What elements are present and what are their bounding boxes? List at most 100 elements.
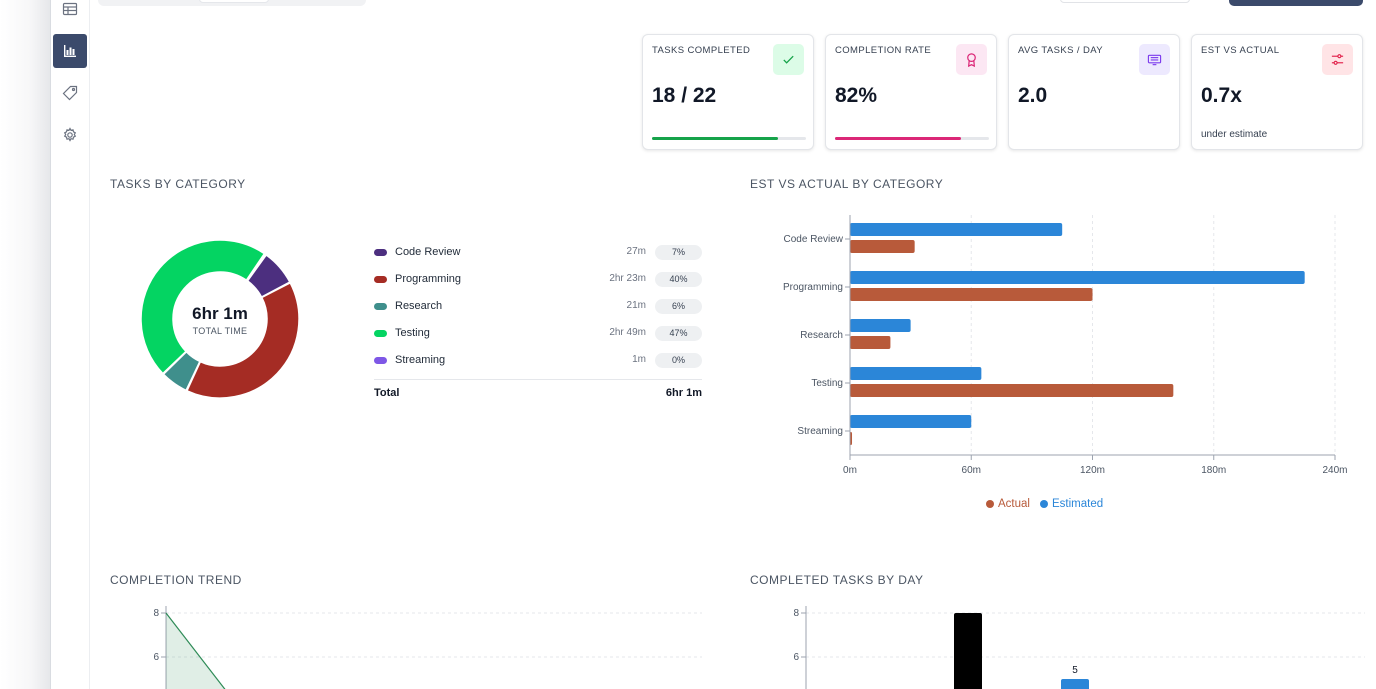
legend-swatch (374, 303, 387, 310)
donut-slice-programming[interactable] (185, 281, 300, 399)
bar-estimated[interactable] (850, 223, 1063, 236)
keyboard-icon (1139, 44, 1170, 75)
x-tick-label: 0m (843, 465, 857, 476)
legend-category-name: Programming (395, 273, 462, 285)
stat-card-tasks-completed: TASKS COMPLETED 18 / 22 (642, 34, 814, 150)
background-shade (0, 0, 50, 689)
stat-card-completion-rate: COMPLETION RATE 82% (825, 34, 997, 150)
stat-label: TASKS COMPLETED (652, 45, 751, 56)
stat-value: 2.0 (1018, 84, 1048, 107)
y-tick-label: 8 (793, 608, 799, 619)
y-tick-label: 8 (153, 608, 159, 619)
y-tick-label: Streaming (797, 426, 843, 437)
progress-fill (652, 137, 778, 140)
legend-category-pct: 40% (655, 272, 702, 287)
category-donut-chart: 6hr 1m TOTAL TIME (140, 239, 300, 399)
legend-category-time: 1m (632, 354, 646, 365)
y-tick-label: Code Review (784, 234, 844, 245)
sidebar-item-tags[interactable] (53, 76, 87, 110)
legend-category-pct: 47% (655, 326, 702, 341)
stat-label: COMPLETION RATE (835, 45, 932, 56)
stat-value: 18 / 22 (652, 84, 717, 107)
y-tick-label: Research (800, 330, 843, 341)
donut-slice-streaming[interactable] (245, 253, 267, 282)
bar-estimated[interactable] (850, 319, 911, 332)
bar-estimated[interactable] (850, 367, 982, 380)
category-legend-row: Code Review 27m 7% (374, 245, 702, 261)
legend-swatch (374, 276, 387, 283)
x-tick-label: 120m (1080, 465, 1105, 476)
progress-bar (652, 137, 806, 140)
category-legend-row: Streaming 1m 0% (374, 353, 702, 369)
legend-category-name: Code Review (395, 246, 461, 258)
check-icon (773, 44, 804, 75)
legend-category-time: 21m (626, 300, 646, 311)
stat-label: AVG TASKS / DAY (1018, 45, 1104, 56)
y-tick-label: Testing (811, 378, 843, 389)
legend-category-name: Research (395, 300, 443, 312)
bar-actual[interactable] (850, 432, 853, 445)
sliders-icon (1322, 44, 1353, 75)
donut-center-label: TOTAL TIME (193, 326, 248, 336)
bar-actual[interactable] (850, 384, 1174, 397)
view-switcher[interactable] (98, 0, 366, 6)
progress-bar (835, 137, 989, 140)
view-switcher-active-tab[interactable] (199, 0, 269, 3)
day-bar[interactable] (1061, 679, 1089, 689)
legend-divider (374, 379, 702, 380)
bar-actual[interactable] (850, 240, 915, 253)
category-legend-row: Research 21m 6% (374, 299, 702, 315)
y-tick-label: 6 (793, 652, 799, 663)
category-legend-row: Programming 2hr 23m 40% (374, 272, 702, 288)
completed-by-day-title: COMPLETED TASKS BY DAY (750, 573, 924, 587)
legend-swatch (374, 330, 387, 337)
y-tick-label: Programming (783, 282, 843, 293)
legend-swatch (374, 249, 387, 256)
bar-actual[interactable] (850, 336, 891, 349)
legend-category-time: 2hr 49m (609, 327, 646, 338)
stat-value: 82% (835, 84, 878, 107)
sidebar (50, 0, 90, 689)
trend-area (166, 613, 225, 689)
trend-line[interactable] (165, 612, 234, 689)
sidebar-item-settings[interactable] (53, 118, 87, 152)
est-vs-actual-title: EST VS ACTUAL BY CATEGORY (750, 177, 944, 191)
total-value: 6hr 1m (665, 387, 702, 399)
day-bar[interactable] (954, 613, 982, 689)
stat-card-est-vs-actual: EST VS ACTUAL 0.7x under estimate (1191, 34, 1363, 150)
x-tick-label: 60m (962, 465, 981, 476)
legend-estimated-swatch (1040, 500, 1048, 508)
legend-category-time: 27m (626, 246, 646, 257)
donut-center-value: 6hr 1m (192, 304, 248, 323)
tag-icon (62, 85, 78, 101)
tasks-by-category-title: TASKS BY CATEGORY (110, 177, 246, 191)
stat-label: EST VS ACTUAL (1201, 45, 1280, 56)
legend-estimated-label[interactable]: Estimated (1052, 498, 1103, 510)
total-label: Total (374, 387, 400, 399)
completion-trend-chart: 86 (153, 606, 702, 689)
bar-data-label: 5 (1072, 665, 1078, 676)
completed-by-day-chart: 8 6 5 (793, 606, 1365, 689)
x-tick-label: 240m (1322, 465, 1347, 476)
legend-swatch (374, 357, 387, 364)
category-legend-row: Testing 2hr 49m 47% (374, 326, 702, 342)
table-icon (62, 1, 78, 17)
donut-slice-code-review[interactable] (246, 253, 291, 299)
progress-fill (835, 137, 962, 140)
legend-category-pct: 0% (655, 353, 702, 368)
x-tick-label: 180m (1201, 465, 1226, 476)
bar-estimated[interactable] (850, 271, 1305, 284)
bar-actual[interactable] (850, 288, 1093, 301)
legend-category-pct: 7% (655, 245, 702, 260)
sidebar-item-analytics[interactable] (53, 34, 87, 68)
date-picker[interactable] (1060, 0, 1190, 3)
bar-estimated[interactable] (850, 415, 972, 428)
stat-card-avg-tasks: AVG TASKS / DAY 2.0 (1008, 34, 1180, 150)
y-tick-label: 6 (153, 652, 159, 663)
legend-actual-label[interactable]: Actual (998, 498, 1030, 510)
primary-action-button[interactable] (1229, 0, 1363, 6)
sidebar-item-table[interactable] (53, 0, 87, 26)
legend-category-name: Testing (395, 327, 430, 339)
bar-chart-icon (62, 43, 78, 59)
donut-slice-testing[interactable] (140, 239, 266, 375)
